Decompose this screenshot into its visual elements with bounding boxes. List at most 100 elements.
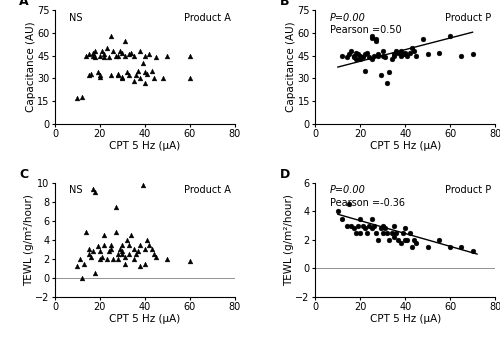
Point <box>338 216 346 221</box>
Text: Pearson =-0.36: Pearson =-0.36 <box>330 198 405 208</box>
Point <box>458 244 466 250</box>
Point <box>186 258 194 263</box>
Point <box>374 53 382 58</box>
Point <box>146 51 154 57</box>
Point <box>112 53 120 58</box>
Point <box>352 230 360 235</box>
Point <box>381 55 389 60</box>
Point <box>116 247 124 252</box>
Point <box>368 35 376 40</box>
Point <box>105 249 113 254</box>
Text: P=0.00: P=0.00 <box>330 185 366 195</box>
Point <box>107 73 115 78</box>
Point <box>159 76 167 81</box>
Point <box>361 51 369 57</box>
Point <box>406 230 413 235</box>
Point <box>401 51 409 57</box>
Point <box>368 216 376 221</box>
Point <box>348 223 356 228</box>
Point <box>366 55 374 60</box>
Point <box>94 244 102 249</box>
Point <box>92 55 100 60</box>
Point <box>163 53 171 58</box>
Point <box>401 237 409 242</box>
Point <box>334 209 342 214</box>
Point <box>96 249 104 254</box>
Point <box>350 55 358 60</box>
Point <box>370 53 378 58</box>
Point <box>150 76 158 81</box>
Point <box>125 73 133 78</box>
Text: Pearson =0.50: Pearson =0.50 <box>330 25 402 35</box>
Point <box>141 261 149 266</box>
Point <box>102 45 110 51</box>
Point <box>410 48 418 54</box>
Point <box>98 48 106 54</box>
Point <box>424 51 432 57</box>
Point <box>84 73 92 78</box>
Point <box>125 51 133 57</box>
X-axis label: CPT 5 Hz (μA): CPT 5 Hz (μA) <box>370 141 441 151</box>
Point <box>84 51 92 57</box>
Point <box>114 73 122 78</box>
Point <box>132 73 140 78</box>
Point <box>446 244 454 250</box>
Point <box>107 33 115 39</box>
Point <box>112 229 120 235</box>
Point <box>368 33 376 39</box>
Point <box>87 71 95 77</box>
Point <box>107 247 115 252</box>
Point <box>358 223 366 228</box>
Point <box>141 70 149 75</box>
Y-axis label: Capacitance (AU): Capacitance (AU) <box>26 22 36 113</box>
Point <box>374 51 382 57</box>
Point <box>138 182 146 188</box>
Point <box>338 53 346 58</box>
Point <box>348 48 356 54</box>
Point <box>82 229 90 235</box>
Point <box>394 237 402 242</box>
Point <box>468 249 476 254</box>
Point <box>146 242 154 247</box>
Text: NS: NS <box>70 185 83 195</box>
Point <box>118 50 126 55</box>
Point <box>356 230 364 235</box>
Point <box>388 230 396 235</box>
Text: B: B <box>280 0 289 8</box>
Text: Product A: Product A <box>184 13 231 23</box>
Point <box>125 242 133 247</box>
Point <box>84 247 92 252</box>
Point <box>412 240 420 246</box>
Point <box>372 36 380 42</box>
Point <box>110 48 118 54</box>
Point <box>128 50 136 55</box>
Point <box>446 33 454 39</box>
Point <box>107 242 115 247</box>
Point <box>130 256 138 262</box>
Text: P=0.00: P=0.00 <box>330 13 366 23</box>
Point <box>105 55 113 60</box>
Point <box>123 237 131 242</box>
Point <box>125 251 133 257</box>
Point <box>114 53 122 58</box>
Point <box>143 71 151 77</box>
Point <box>374 237 382 242</box>
Point <box>136 48 144 54</box>
Point <box>354 51 362 57</box>
Point <box>130 79 138 84</box>
Text: D: D <box>280 168 289 181</box>
Point <box>136 76 144 81</box>
Point <box>399 230 407 235</box>
Point <box>123 70 131 75</box>
Point <box>458 53 466 58</box>
Point <box>372 230 380 235</box>
Point <box>94 70 102 75</box>
Point <box>89 50 97 55</box>
Point <box>390 53 398 58</box>
Point <box>435 50 443 55</box>
Point <box>114 256 122 262</box>
Point <box>383 80 391 86</box>
X-axis label: CPT 5 Hz (μA): CPT 5 Hz (μA) <box>109 314 180 324</box>
Point <box>392 48 400 54</box>
Point <box>132 251 140 257</box>
